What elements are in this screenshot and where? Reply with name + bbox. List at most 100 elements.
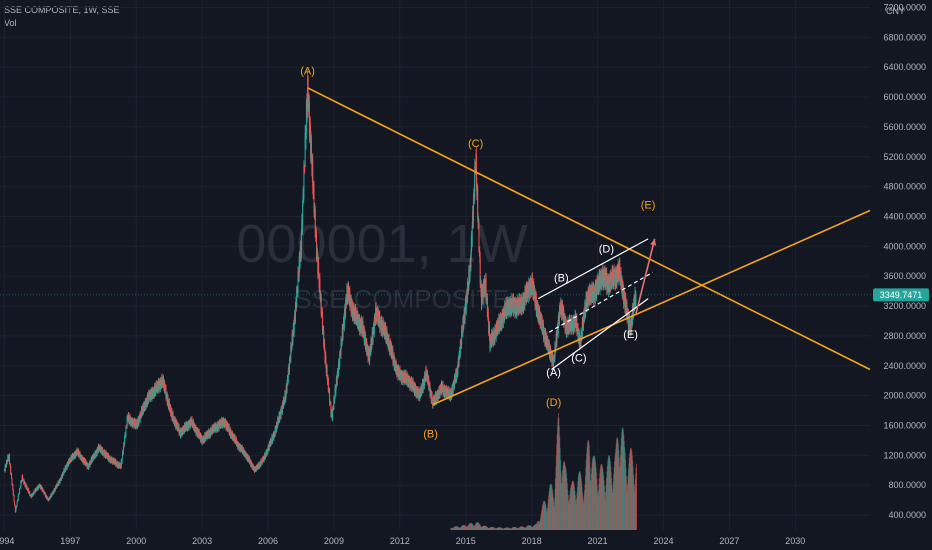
candle-body <box>199 437 201 439</box>
candle-body <box>4 465 6 472</box>
candle-body <box>105 451 107 457</box>
time-axis[interactable]: 1994 1997 2000 2003 2006 2009 2012 2015 2018 2021… <box>0 536 805 546</box>
candle-body <box>6 460 8 467</box>
time-tick-11: 2027 <box>719 536 739 546</box>
candle-body <box>501 313 503 328</box>
candle-body <box>398 367 400 378</box>
time-tick-6: 2012 <box>390 536 410 546</box>
candle-body <box>55 487 57 489</box>
candle-body <box>18 493 20 495</box>
candle-body <box>440 385 442 392</box>
candle-body <box>513 297 515 313</box>
candle-body <box>148 399 150 400</box>
candle-body <box>216 425 218 432</box>
candle-body <box>197 429 199 435</box>
candle-body <box>381 320 383 325</box>
candle-body <box>286 382 288 393</box>
candle-body <box>532 277 534 290</box>
candle-body <box>566 322 568 335</box>
watermark-name: SSE COMPOSITE <box>294 284 509 314</box>
candle-body <box>447 387 449 396</box>
candle-body <box>517 298 519 308</box>
candle-body <box>604 270 606 287</box>
candle-body <box>147 394 149 399</box>
candle-body <box>408 378 410 387</box>
candle-body <box>619 263 621 281</box>
candle-body <box>118 462 120 466</box>
candle-body <box>275 427 277 430</box>
candle-body <box>81 456 83 458</box>
candle-body <box>477 218 479 223</box>
candle-body <box>452 381 454 393</box>
pattern-lines[interactable] <box>307 87 871 406</box>
candle-body <box>310 139 312 159</box>
candle-body <box>53 488 55 493</box>
candle-body <box>114 463 116 465</box>
candle-body <box>364 338 366 342</box>
candle-body <box>230 431 232 437</box>
candle-body <box>316 235 318 259</box>
volume-indicator-label[interactable]: Vol <box>4 18 17 28</box>
candle-body <box>89 460 91 462</box>
candle-body <box>200 438 202 441</box>
candle-body <box>137 421 139 427</box>
chart-symbol-title[interactable]: SSE COMPOSITE, 1W, SSE <box>4 5 120 15</box>
candle-body <box>117 462 119 464</box>
candle-body <box>303 166 305 167</box>
price-axis[interactable]: 7200.0000 6800.0000 6400.0000 6000.0000 5600… <box>883 2 926 520</box>
candle-body <box>550 352 552 361</box>
candle-body <box>435 396 437 403</box>
candle-body <box>605 282 607 287</box>
candle-body <box>615 270 617 286</box>
candle-body <box>569 318 571 331</box>
candle-body <box>242 452 244 453</box>
price-tick-17: 400.0000 <box>888 510 926 520</box>
candle-body <box>607 278 609 293</box>
candle-body <box>333 397 335 409</box>
candle-body <box>238 444 240 450</box>
candle-body <box>16 502 18 507</box>
candle-body <box>164 381 166 393</box>
candle-body <box>92 455 94 460</box>
candle-body <box>262 461 264 463</box>
candle-body <box>192 420 194 429</box>
candle-body <box>600 273 602 288</box>
candle-body <box>493 333 495 344</box>
candle-body <box>119 463 121 468</box>
candle-body <box>86 465 88 468</box>
candle-body <box>233 434 235 440</box>
candle-body <box>276 426 278 427</box>
candle-body <box>339 351 341 355</box>
candle-body <box>61 475 63 477</box>
candle-body <box>460 340 462 343</box>
candle-body <box>280 408 282 417</box>
candle-body <box>410 378 412 383</box>
candle-body <box>243 452 245 455</box>
candle-body <box>49 497 51 499</box>
candle-body <box>181 428 183 436</box>
candle-body <box>48 498 50 500</box>
candle-body <box>314 209 316 237</box>
candle-body <box>560 300 562 312</box>
candle-body <box>309 119 311 131</box>
candle-body <box>505 301 507 315</box>
candle-body <box>443 388 445 395</box>
candle-body <box>625 297 627 311</box>
candle-body <box>75 450 77 453</box>
candle-body <box>586 294 588 308</box>
candle-body <box>57 485 59 487</box>
candle-body <box>425 369 427 382</box>
candle-body <box>379 319 381 330</box>
candle-body <box>477 187 479 219</box>
candle-body <box>632 307 634 316</box>
candle-body <box>523 294 525 298</box>
candle-body <box>337 362 339 376</box>
candle-body <box>263 458 265 461</box>
candle-body <box>220 420 222 427</box>
candle-body <box>148 392 150 400</box>
candle-body <box>370 351 372 355</box>
candle-body <box>71 458 73 461</box>
candle-body <box>577 335 579 340</box>
candle-body <box>346 285 348 293</box>
